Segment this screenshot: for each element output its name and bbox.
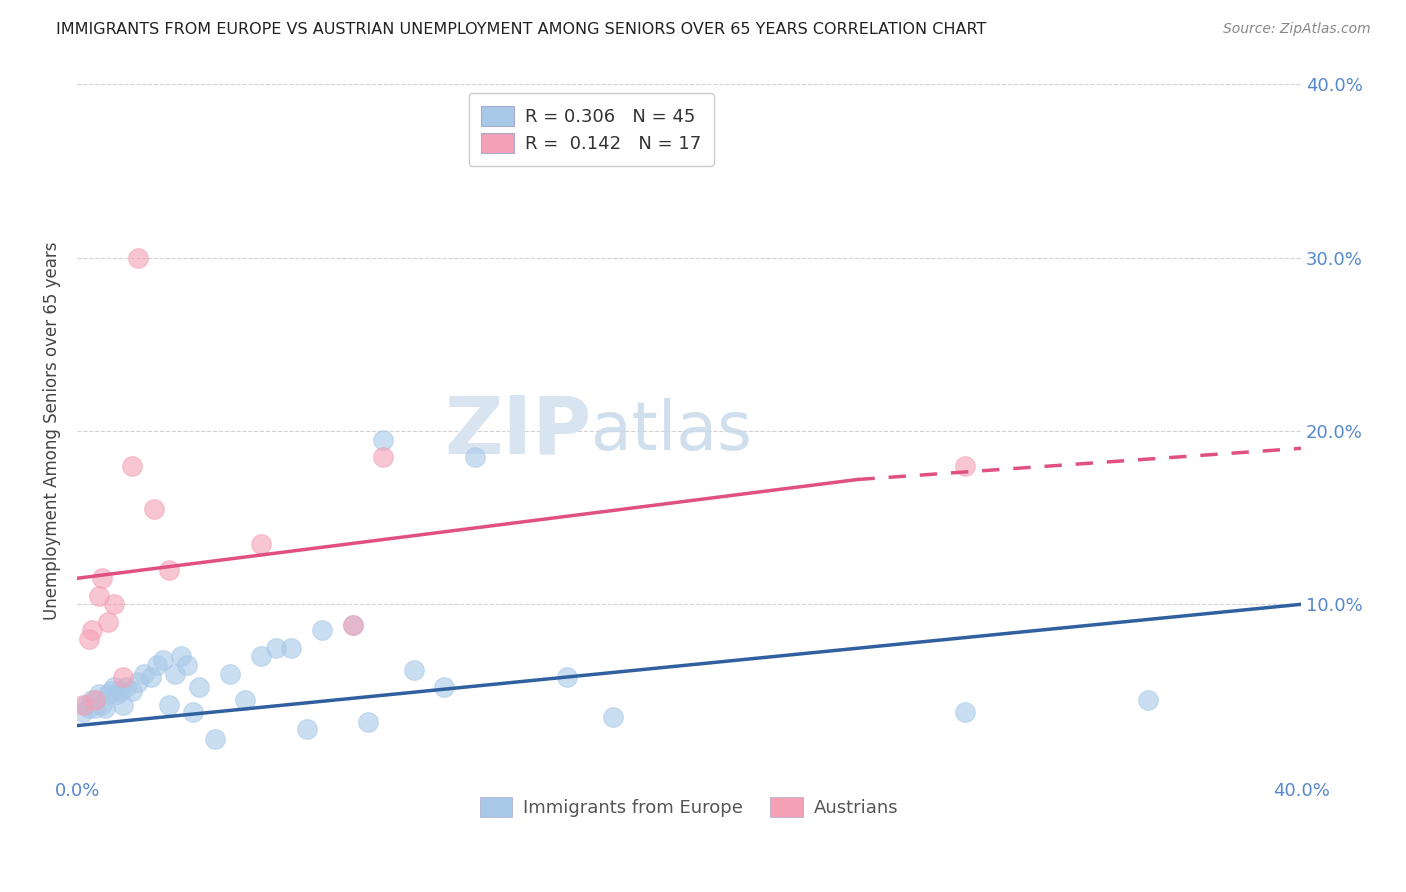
Point — [82, 692, 104, 706]
Point — [121, 458, 143, 473]
Point — [555, 670, 578, 684]
Point — [188, 681, 211, 695]
Point — [204, 732, 226, 747]
Point — [121, 684, 143, 698]
Point — [90, 698, 112, 712]
Point — [108, 684, 131, 698]
Point — [176, 657, 198, 672]
Point — [249, 536, 271, 550]
Point — [97, 687, 120, 701]
Point — [75, 698, 97, 712]
Point — [357, 715, 380, 730]
Point — [157, 698, 180, 712]
Point — [371, 450, 394, 464]
Legend: Immigrants from Europe, Austrians: Immigrants from Europe, Austrians — [472, 789, 905, 824]
Point — [249, 649, 271, 664]
Point — [72, 705, 94, 719]
Point — [152, 653, 174, 667]
Point — [371, 433, 394, 447]
Point — [142, 502, 165, 516]
Point — [87, 687, 110, 701]
Point — [127, 675, 149, 690]
Point — [433, 681, 456, 695]
Point — [264, 640, 287, 655]
Point — [1137, 692, 1160, 706]
Point — [127, 251, 149, 265]
Text: IMMIGRANTS FROM EUROPE VS AUSTRIAN UNEMPLOYMENT AMONG SENIORS OVER 65 YEARS CORR: IMMIGRANTS FROM EUROPE VS AUSTRIAN UNEMP… — [56, 22, 987, 37]
Point — [72, 698, 94, 712]
Point — [134, 666, 156, 681]
Point — [235, 692, 257, 706]
Text: Source: ZipAtlas.com: Source: ZipAtlas.com — [1223, 22, 1371, 37]
Point — [111, 698, 134, 712]
Point — [953, 705, 976, 719]
Y-axis label: Unemployment Among Seniors over 65 years: Unemployment Among Seniors over 65 years — [44, 242, 60, 620]
Point — [145, 657, 167, 672]
Point — [342, 618, 364, 632]
Point — [170, 649, 193, 664]
Text: atlas: atlas — [591, 398, 752, 464]
Point — [79, 701, 101, 715]
Point — [953, 458, 976, 473]
Text: ZIP: ZIP — [444, 392, 591, 470]
Point — [93, 701, 115, 715]
Point — [82, 624, 104, 638]
Point — [163, 666, 186, 681]
Point — [342, 618, 364, 632]
Point — [219, 666, 242, 681]
Point — [280, 640, 302, 655]
Point — [111, 670, 134, 684]
Point — [90, 571, 112, 585]
Point — [97, 615, 120, 629]
Point — [87, 589, 110, 603]
Point — [105, 687, 128, 701]
Point — [84, 692, 107, 706]
Point — [103, 597, 125, 611]
Point — [602, 710, 624, 724]
Point — [79, 632, 101, 646]
Point — [311, 624, 333, 638]
Point — [115, 681, 138, 695]
Point — [103, 681, 125, 695]
Point — [464, 450, 486, 464]
Point — [183, 705, 205, 719]
Point — [295, 722, 318, 736]
Point — [84, 701, 107, 715]
Point — [157, 563, 180, 577]
Point — [100, 684, 122, 698]
Point — [139, 670, 162, 684]
Point — [402, 663, 425, 677]
